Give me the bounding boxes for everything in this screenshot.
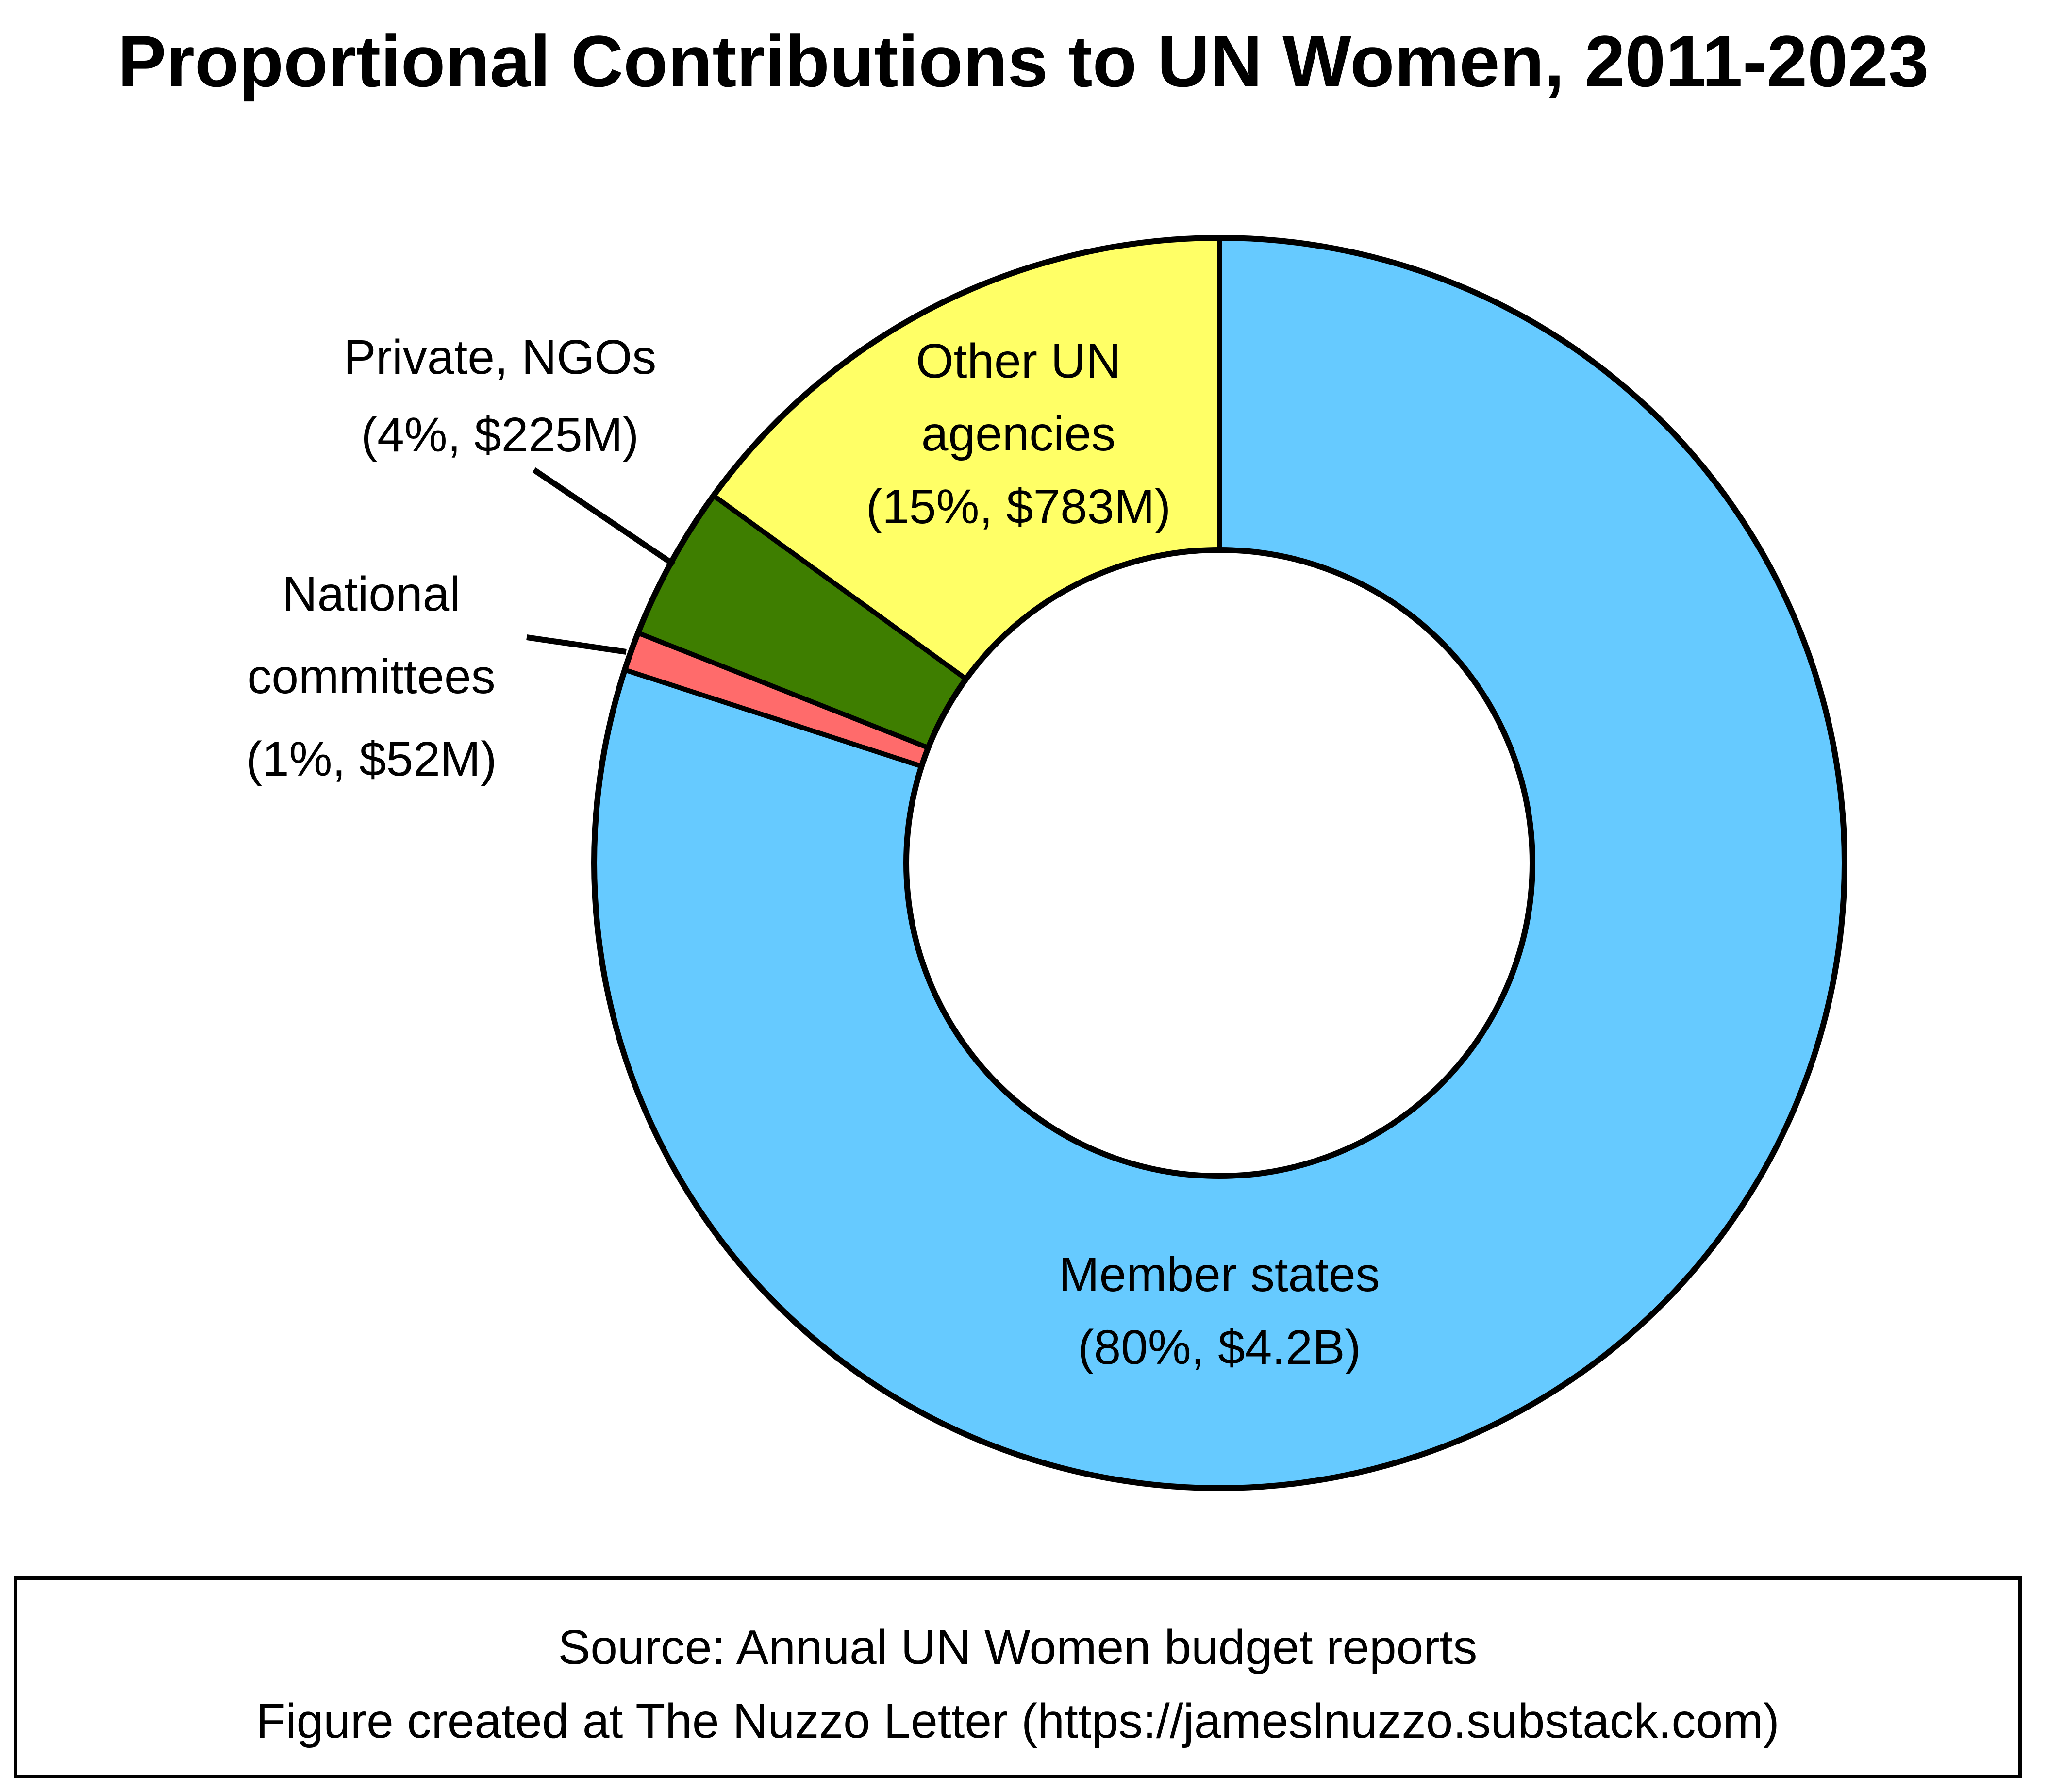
slice-label-line: Other UN xyxy=(916,334,1121,388)
slice-label-line: (4%, $225M) xyxy=(361,408,639,462)
slice-label-line: (80%, $4.2B) xyxy=(1078,1320,1361,1375)
slice-label-national-committees: National committees (1%, $52M) xyxy=(246,567,497,786)
slice-label-line: agencies xyxy=(921,407,1115,461)
leader-lines xyxy=(526,467,676,655)
slice-label-other-un-agencies: Other UN agencies (15%, $783M) xyxy=(866,334,1171,534)
slice-label-line: (1%, $52M) xyxy=(246,732,497,786)
slice-labels: Member states (80%, $4.2B) National committ… xyxy=(246,330,1380,1375)
leader-line-private-ngos xyxy=(532,467,676,567)
slice-label-line: (15%, $783M) xyxy=(866,480,1171,534)
slice-label-member-states: Member states (80%, $4.2B) xyxy=(1059,1247,1380,1375)
leader-line-national-committees xyxy=(526,634,627,655)
slice-label-line: committees xyxy=(247,649,495,704)
donut-hole xyxy=(903,547,1535,1179)
chart-title: Proportional Contributions to UN Women, … xyxy=(117,20,1929,102)
slice-label-line: Private, NGOs xyxy=(344,330,657,384)
source-box: Source: Annual UN Women budget reports F… xyxy=(14,1576,2022,1778)
donut-outline xyxy=(591,235,1847,1491)
slice-label-line: Member states xyxy=(1059,1247,1380,1302)
source-text: Source: Annual UN Women budget reports xyxy=(558,1620,1478,1675)
slice-label-line: National xyxy=(283,567,461,621)
credit-text: Figure created at The Nuzzo Letter (http… xyxy=(256,1694,1780,1748)
slice-label-private-ngos: Private, NGOs (4%, $225M) xyxy=(344,330,657,462)
